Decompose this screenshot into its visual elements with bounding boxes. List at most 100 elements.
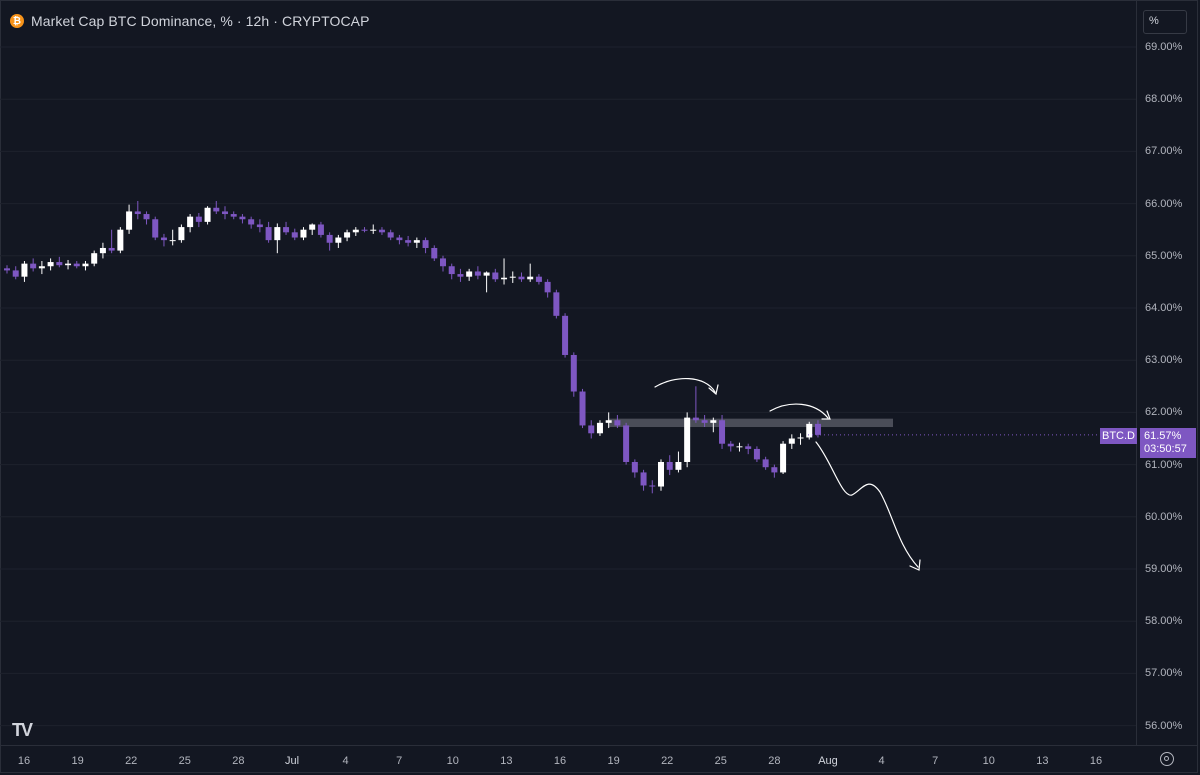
candle-body: [283, 227, 290, 233]
candle-body: [126, 211, 133, 230]
candle-body: [762, 459, 769, 468]
candle-body: [12, 270, 19, 277]
price-axis-label: 66.00%: [1145, 197, 1183, 210]
candle-body: [405, 240, 412, 243]
time-axis-label: 22: [661, 755, 674, 767]
time-axis-label: 7: [932, 755, 939, 767]
candle-body: [143, 214, 150, 220]
price-axis-label: 65.00%: [1145, 249, 1183, 262]
candle-body: [256, 224, 263, 228]
annotation-arrowhead-2: [821, 410, 831, 420]
candle-body: [108, 247, 115, 251]
candle-body: [753, 448, 760, 460]
time-axis-label: 25: [714, 755, 727, 767]
price-axis-label: 68.00%: [1145, 93, 1183, 106]
time-axis-label: 19: [71, 755, 84, 767]
candle-body: [631, 461, 638, 473]
candle-body: [474, 271, 481, 276]
candle-body: [187, 216, 194, 228]
price-axis-label: 56.00%: [1145, 719, 1183, 732]
annotation-arrow-2: [769, 403, 829, 419]
time-axis-label: 13: [500, 755, 513, 767]
candle-body: [291, 232, 298, 238]
time-axis-label: 13: [1036, 755, 1049, 767]
price-axis-label: 58.00%: [1145, 615, 1183, 628]
candle-body: [483, 272, 490, 276]
symbol-title[interactable]: Market Cap BTC Dominance, % · 12h · CRYP…: [31, 13, 370, 29]
candle-body: [675, 461, 682, 470]
candle-body: [178, 227, 185, 241]
time-axis-label: 10: [446, 755, 459, 767]
time-axis-label: 22: [125, 755, 138, 767]
candle-body: [117, 229, 124, 251]
last-price-tag: 61.57% 03:50:57: [1140, 428, 1196, 458]
settings-icon[interactable]: [1160, 752, 1174, 766]
candle-body: [30, 263, 37, 269]
candle-body: [745, 446, 752, 449]
candle-body: [605, 420, 612, 423]
candle-body: [300, 229, 307, 238]
candle-body: [309, 224, 316, 230]
candle-body: [195, 216, 202, 222]
time-axis-label: 10: [982, 755, 995, 767]
candle-body: [230, 214, 237, 217]
unit-box[interactable]: %: [1143, 10, 1187, 34]
annotation-arrow-1: [654, 377, 716, 393]
candle-body: [727, 443, 734, 447]
time-axis-label: Aug: [818, 755, 838, 767]
candle-body: [640, 472, 647, 486]
time-axis-label: 16: [1089, 755, 1103, 767]
candle-body: [736, 446, 743, 448]
candle-body: [596, 422, 603, 434]
candle-body: [387, 232, 394, 238]
candle-body: [788, 438, 795, 444]
candle-body: [413, 240, 420, 243]
candle-body: [317, 224, 324, 235]
candle-body: [806, 423, 813, 438]
annotation-arrowhead-1: [708, 384, 719, 396]
candle-body: [169, 240, 176, 242]
candle-body: [134, 211, 141, 215]
candle-body: [579, 391, 586, 426]
candle-body: [239, 216, 246, 220]
price-axis-label: 64.00%: [1145, 302, 1183, 314]
candle-body: [204, 207, 211, 222]
chart-canvas[interactable]: [0, 0, 1137, 745]
candle-body: [4, 268, 10, 271]
projection-arrowhead: [909, 559, 921, 571]
candle-body: [344, 232, 351, 238]
chart-header: ₿ Market Cap BTC Dominance, % · 12h · CR…: [10, 11, 370, 31]
candle-body: [771, 467, 778, 473]
candle-body: [38, 266, 45, 269]
last-price-value: 61.57%: [1144, 430, 1182, 442]
candle-body: [814, 423, 821, 435]
candle-body: [422, 240, 429, 248]
bar-countdown: 03:50:57: [1144, 443, 1187, 455]
candle-body: [518, 276, 525, 280]
candle-body: [553, 292, 560, 316]
time-axis-label: 4: [878, 755, 885, 767]
candle-body: [222, 211, 228, 215]
candle-body: [466, 271, 473, 277]
candle-body: [440, 258, 446, 267]
candle-body: [274, 227, 281, 241]
candle-body: [501, 277, 508, 280]
tradingview-logo-icon[interactable]: TV: [12, 720, 33, 740]
candle-body: [448, 266, 455, 275]
candle-body: [396, 237, 403, 241]
candle-body: [99, 247, 106, 254]
candle-body: [361, 229, 368, 231]
candle-body: [562, 315, 569, 355]
candle-body: [684, 417, 691, 462]
resistance-zone: [608, 418, 893, 428]
candle-body: [65, 263, 72, 266]
time-axis-label: 28: [232, 755, 245, 767]
candle-body: [56, 262, 63, 266]
candle-body: [370, 229, 377, 231]
candle-body: [457, 274, 464, 277]
candle-body: [570, 354, 577, 392]
candle-body: [527, 276, 534, 280]
price-axis-label: 60.00%: [1145, 510, 1183, 523]
candle-body: [780, 443, 787, 473]
candle-body: [509, 276, 516, 278]
